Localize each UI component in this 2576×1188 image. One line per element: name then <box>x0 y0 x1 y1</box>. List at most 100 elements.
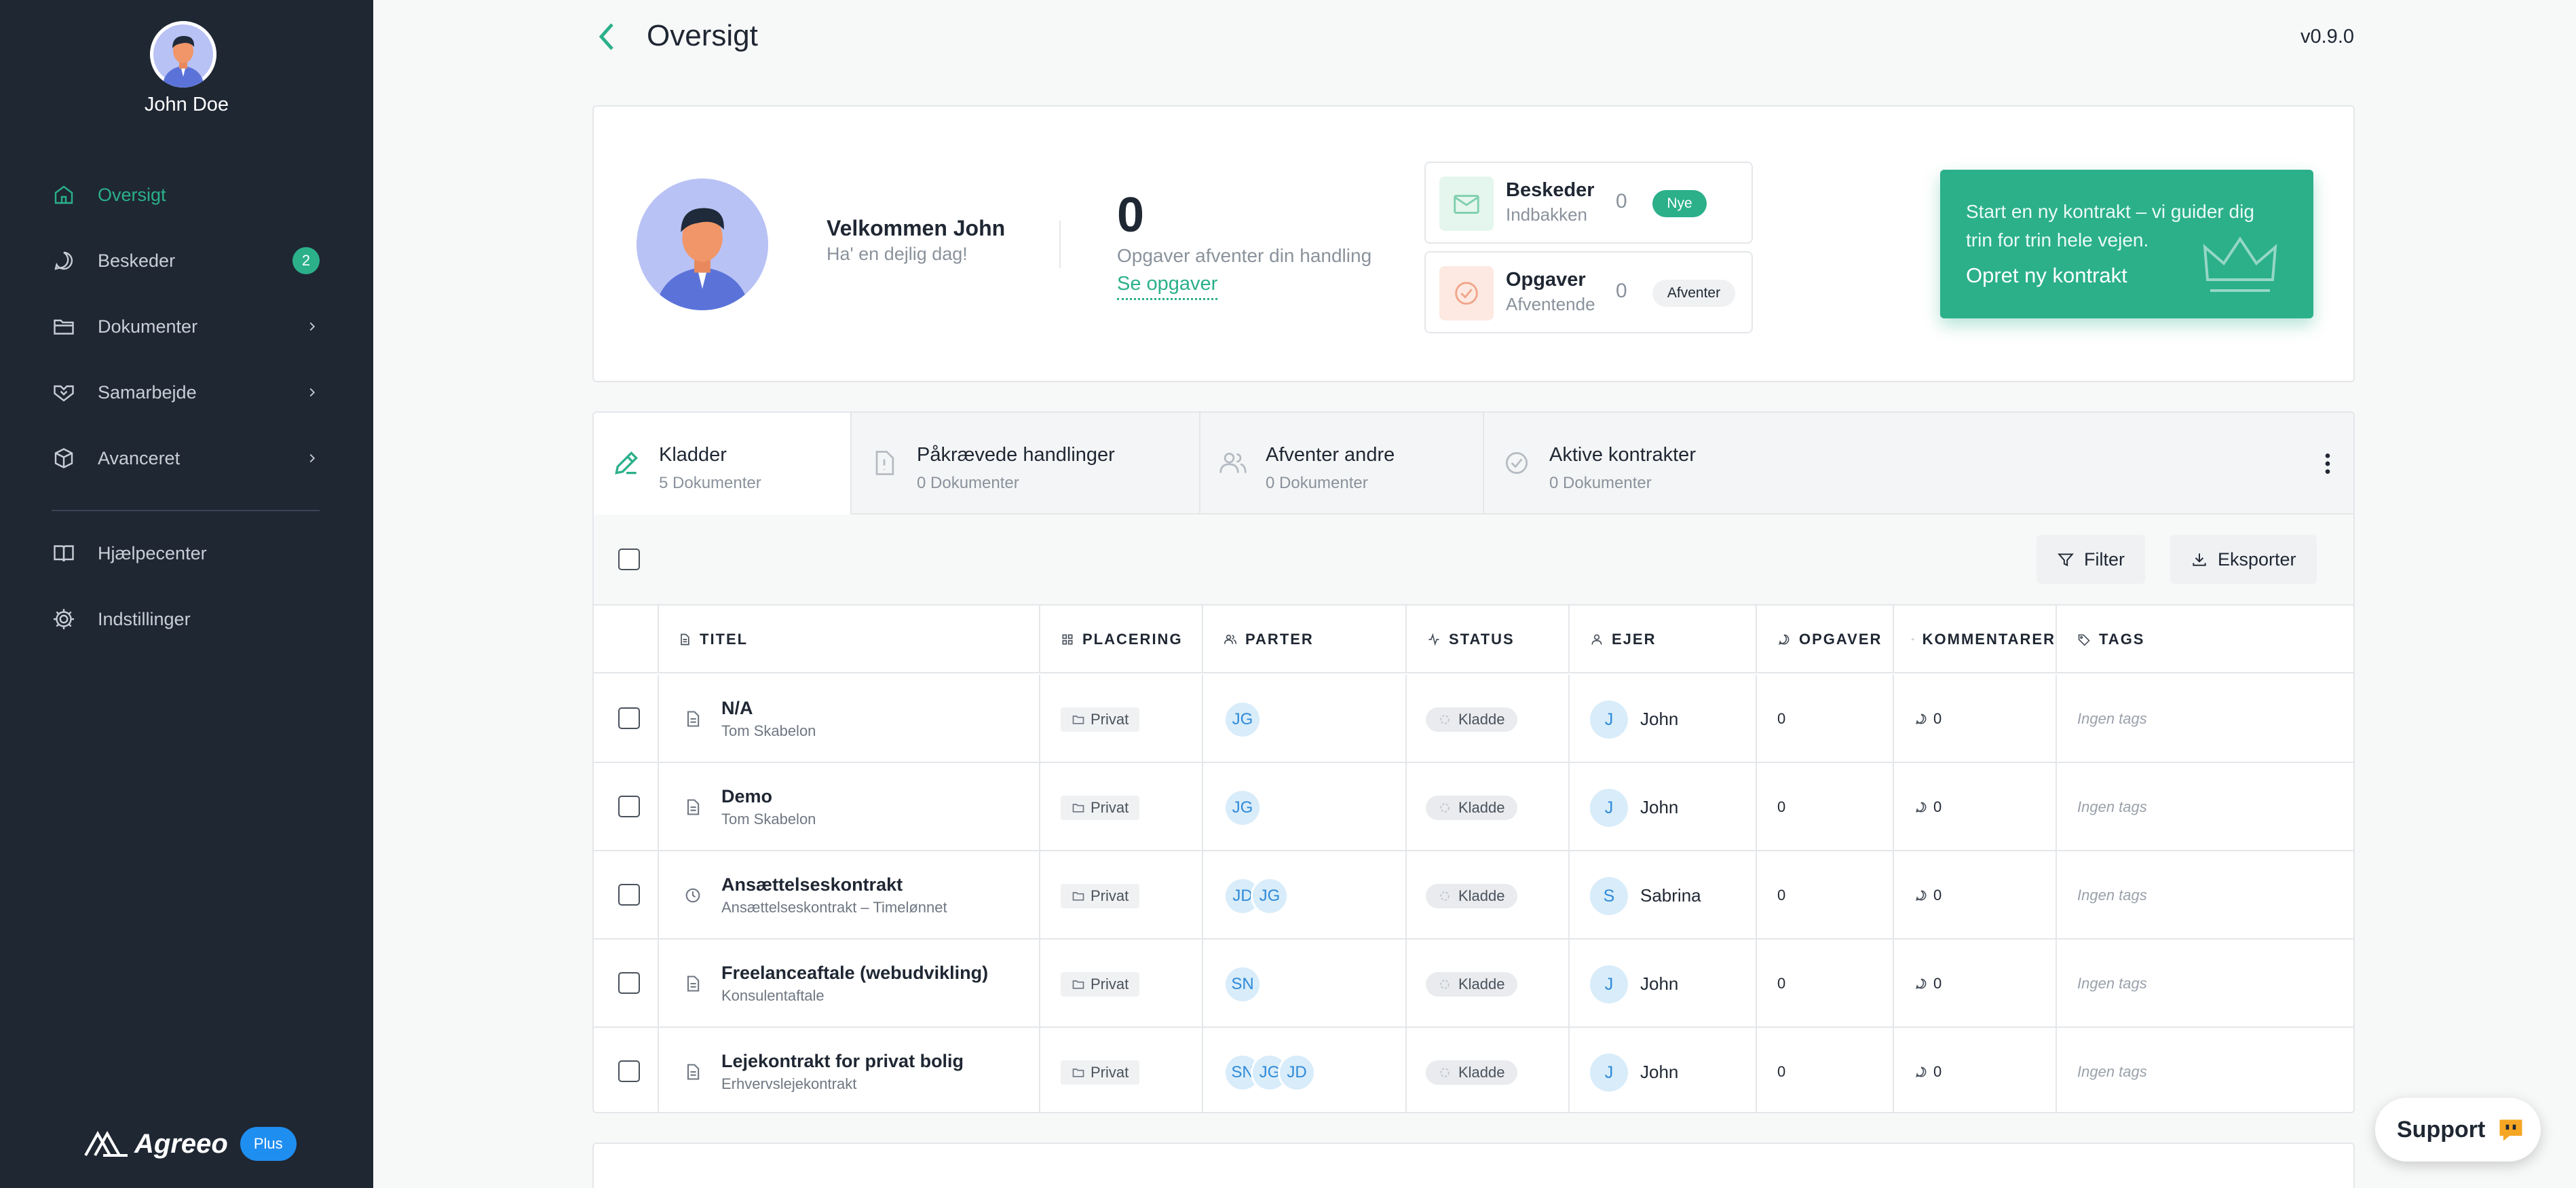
comment-icon <box>1916 713 1927 724</box>
column-header-tags[interactable]: TAGS <box>2056 606 2353 673</box>
document-title[interactable]: Lejekontrakt for privat bolig <box>721 1051 964 1071</box>
column-header-ejer[interactable]: EJER <box>1568 606 1756 673</box>
filter-label: Filter <box>2084 549 2125 570</box>
support-button[interactable]: Support <box>2375 1098 2541 1162</box>
row-checkbox[interactable] <box>618 1060 640 1082</box>
party-avatar: JG <box>1224 789 1262 827</box>
status-cell: Kladde <box>1405 940 1568 1028</box>
document-icon <box>683 1062 702 1082</box>
loader-icon <box>1440 980 1450 989</box>
column-header-placering[interactable]: PLACERING <box>1039 606 1202 673</box>
crown-icon <box>2203 236 2277 292</box>
tab-subtitle: 0 Dokumenter <box>1266 474 1368 492</box>
sidebar-item-label: Dokumenter <box>98 316 198 337</box>
task-count: 0 <box>1777 798 1786 815</box>
tasks-summary-card[interactable]: Opgaver Afventende 0 Afventer <box>1424 251 1753 333</box>
brand-logo: Agreeo Plus <box>83 1127 297 1161</box>
table-toolbar: Filter Eksporter <box>594 515 2353 606</box>
sidebar-item-oversigt[interactable]: Oversigt <box>52 174 320 215</box>
row-checkbox[interactable] <box>618 972 640 994</box>
row-checkbox[interactable] <box>618 796 640 817</box>
owner-name: John <box>1640 797 1679 817</box>
row-checkbox[interactable] <box>618 884 640 906</box>
create-contract-link[interactable]: Opret ny kontrakt <box>1966 263 2127 287</box>
table-row[interactable]: N/A Tom Skabelon Privat JG Kladde J John <box>594 675 2353 763</box>
more-options-icon[interactable] <box>2314 450 2341 477</box>
row-checkbox[interactable] <box>618 707 640 729</box>
tasks-cell: 0 <box>1756 851 1893 940</box>
tab-aktive-kontrakter[interactable]: Aktive kontrakter 0 Dokumenter <box>1484 413 2353 515</box>
task-count: 0 <box>1777 975 1786 992</box>
envelope-icon <box>1439 177 1494 231</box>
chevron-right-icon <box>309 453 316 463</box>
column-header-titel[interactable]: TITEL <box>658 606 1039 673</box>
table-row[interactable]: Freelanceaftale (webudvikling) Konsulent… <box>594 940 2353 1028</box>
parties-cell: SN <box>1202 940 1405 1028</box>
tasks-cell: 0 <box>1756 1028 1893 1112</box>
clock-icon <box>683 885 702 906</box>
title-cell[interactable]: Ansættelseskontrakt Ansættelseskontrakt … <box>658 851 1039 940</box>
home-icon <box>54 185 73 204</box>
title-cell[interactable]: Lejekontrakt for privat bolig Erhvervsle… <box>658 1028 1039 1112</box>
sidebar-item-dokumenter[interactable]: Dokumenter <box>52 306 320 347</box>
select-all-checkbox[interactable] <box>618 549 640 570</box>
location-badge: Privat <box>1061 796 1140 820</box>
download-icon <box>2193 553 2206 566</box>
table-row[interactable]: Demo Tom Skabelon Privat JG Kladde J Joh… <box>594 763 2353 851</box>
sidebar-item-avanceret[interactable]: Avanceret <box>52 438 320 479</box>
column-header-opgaver[interactable]: OPGAVER <box>1756 606 1893 673</box>
table-row[interactable]: Ansættelseskontrakt Ansættelseskontrakt … <box>594 851 2353 940</box>
location-badge: Privat <box>1061 1060 1140 1085</box>
cta-text: Start en ny kontrakt – vi guider dig tri… <box>1966 201 2254 250</box>
tab-afventer-andre[interactable]: Afventer andre 0 Dokumenter <box>1200 413 1484 515</box>
see-tasks-link[interactable]: Se opgaver <box>1117 273 1218 300</box>
comment-count: 0 <box>1914 1063 1942 1081</box>
export-button[interactable]: Eksporter <box>2170 535 2317 584</box>
tab-paakraevede-handlinger[interactable]: Påkrævede handlinger 0 Dokumenter <box>852 413 1200 515</box>
tags-empty: Ingen tags <box>2077 710 2147 727</box>
back-arrow-icon[interactable] <box>592 19 624 54</box>
folder-icon <box>1072 1069 1084 1077</box>
sidebar-item-hjaelpecenter[interactable]: Hjælpecenter <box>52 533 320 574</box>
owner-cell: J John <box>1568 763 1756 851</box>
user-avatar[interactable] <box>150 21 216 88</box>
new-contract-cta[interactable]: Start en ny kontrakt – vi guider dig tri… <box>1940 170 2313 318</box>
document-title[interactable]: Ansættelseskontrakt <box>721 874 903 895</box>
table-row[interactable]: Lejekontrakt for privat bolig Erhvervsle… <box>594 1028 2353 1112</box>
sidebar-item-samarbejde[interactable]: Samarbejde <box>52 372 320 413</box>
sidebar-item-indstillinger[interactable]: Indstillinger <box>52 599 320 639</box>
title-cell[interactable]: Demo Tom Skabelon <box>658 763 1039 851</box>
chevron-right-icon <box>309 388 316 397</box>
title-cell[interactable]: Freelanceaftale (webudvikling) Konsulent… <box>658 940 1039 1028</box>
location-badge: Privat <box>1061 707 1140 732</box>
document-title[interactable]: N/A <box>721 698 753 718</box>
messages-summary-subtitle: Indbakken <box>1506 204 1587 225</box>
pending-task-count: 0 <box>1117 188 1145 242</box>
status-cell: Kladde <box>1405 1028 1568 1112</box>
tab-kladder[interactable]: Kladder 5 Dokumenter <box>594 413 852 516</box>
book-icon <box>54 545 74 562</box>
document-title[interactable]: Freelanceaftale (webudvikling) <box>721 963 989 983</box>
column-header-parter[interactable]: PARTER <box>1202 606 1405 673</box>
sidebar-item-label: Oversigt <box>98 184 166 205</box>
title-cell[interactable]: N/A Tom Skabelon <box>658 675 1039 763</box>
tags-empty: Ingen tags <box>2077 975 2147 992</box>
messages-summary-card[interactable]: Beskeder Indbakken 0 Nye <box>1424 162 1753 244</box>
sidebar-item-beskeder[interactable]: Beskeder 2 <box>52 240 320 281</box>
comments-cell: 0 <box>1893 763 2056 851</box>
column-header-kommentarer[interactable]: KOMMENTARER <box>1893 606 2056 673</box>
folder-icon <box>1072 804 1084 813</box>
status-badge: Kladde <box>1426 1060 1517 1085</box>
column-header-status[interactable]: STATUS <box>1405 606 1568 673</box>
party-avatar: SN <box>1224 965 1262 1003</box>
check-circle-icon <box>1505 451 1528 475</box>
status-badge: Kladde <box>1426 884 1517 908</box>
grid-icon <box>1062 634 1073 645</box>
comments-cell: 0 <box>1893 675 2056 763</box>
handshake-icon <box>54 385 74 402</box>
tab-subtitle: 0 Dokumenter <box>917 474 1019 492</box>
filter-button[interactable]: Filter <box>2037 535 2145 584</box>
check-circle-icon <box>1439 266 1494 320</box>
status-cell: Kladde <box>1405 851 1568 940</box>
document-title[interactable]: Demo <box>721 786 773 806</box>
